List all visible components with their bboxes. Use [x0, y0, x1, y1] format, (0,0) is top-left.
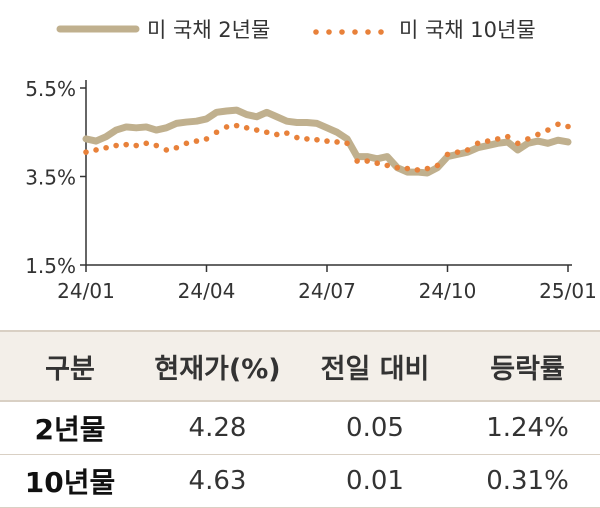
series-10yr-point: [123, 141, 129, 148]
legend: 미 국채 2년물 미 국채 10년물: [56, 18, 536, 42]
series-10yr-point: [103, 144, 109, 151]
series-10yr-point: [243, 125, 250, 131]
series-10yr-point: [133, 142, 140, 149]
series-10yr-point: [253, 127, 260, 133]
x-tick-label: 24/07: [298, 279, 356, 303]
series-10yr-point: [565, 123, 571, 130]
yield-table: 구분 현재가(%) 전일 대비 등락률 2년물 4.28 0.05 1.24% …: [0, 330, 600, 508]
axes: 5.5% 3.5% 1.5%24/01 24/04 24/07 24/10 25/01: [25, 77, 597, 303]
table-row: 2년물 4.28 0.05 1.24%: [0, 401, 600, 455]
x-tick-label: 24/01: [57, 279, 115, 303]
header-category: 구분: [0, 330, 140, 402]
series-2yr-line: [82, 106, 572, 177]
series-10yr-point: [374, 160, 381, 167]
series-10yr-point: [233, 122, 240, 129]
series-10yr-point: [474, 140, 481, 147]
series-10yr-point: [294, 134, 300, 141]
series-10yr-point: [545, 127, 551, 133]
series-10yr-point: [83, 149, 89, 155]
series-10yr-point: [384, 162, 391, 169]
series-10yr-point: [464, 147, 471, 153]
legend-swatch-10yr-dot: [339, 29, 345, 35]
series-10yr-point: [504, 133, 511, 140]
series-10yr-point: [284, 130, 290, 136]
y-tick-label: 5.5%: [25, 77, 76, 101]
plot-area: [82, 106, 572, 177]
series-10yr-point: [555, 121, 561, 128]
cell-current: 4.63: [140, 454, 295, 508]
header-current: 현재가(%): [140, 330, 295, 402]
x-tick-label: 24/10: [419, 279, 477, 303]
series-10yr-point: [525, 136, 531, 142]
series-10yr-point: [354, 158, 360, 164]
x-tick-label: 25/01: [539, 279, 597, 303]
series-10yr-point: [263, 129, 270, 136]
legend-swatch-10yr-dot: [352, 29, 358, 35]
series-10yr-point: [364, 158, 370, 164]
cell-change: 0.01: [295, 454, 455, 508]
legend-swatch-10yr-dot: [326, 29, 332, 35]
header-rate: 등락률: [455, 330, 600, 402]
legend-label-10yr: 미 국채 10년물: [399, 18, 536, 42]
header-change: 전일 대비: [295, 330, 455, 402]
legend-label-2yr: 미 국채 2년물: [147, 18, 270, 42]
series-10yr-point: [324, 138, 330, 144]
table-header-row: 구분 현재가(%) 전일 대비 등락률: [0, 330, 600, 402]
legend-swatch-10yr-dot: [365, 29, 371, 35]
series-10yr-point: [404, 165, 411, 172]
series-10yr-point: [334, 139, 340, 145]
cell-rate: 1.24%: [455, 401, 600, 455]
series-10yr-point: [344, 140, 350, 147]
legend-swatch-10yr-dot: [378, 29, 384, 35]
cell-rate: 0.31%: [455, 454, 600, 508]
series-10yr-point: [163, 147, 170, 153]
series-10yr-point: [484, 138, 491, 144]
series-10yr-point: [273, 131, 280, 138]
row-label: 2년물: [0, 401, 140, 455]
series-10yr-point: [394, 164, 401, 171]
series-10yr-point: [444, 151, 451, 158]
series-10yr-point: [314, 136, 320, 143]
series-10yr-point: [434, 162, 441, 169]
table-row: 10년물 4.63 0.01 0.31%: [0, 454, 600, 508]
series-10yr-point: [424, 165, 431, 172]
series-10yr-point: [304, 136, 310, 142]
series-10yr-point: [143, 140, 150, 147]
series-10yr-point: [414, 167, 421, 173]
y-tick-label: 1.5%: [25, 254, 76, 278]
series-10yr-point: [223, 124, 230, 130]
yield-chart: 미 국채 2년물 미 국채 10년물 5.5% 3.5% 1.5%24/01 24/04…: [25, 18, 597, 303]
series-10yr-point: [183, 140, 190, 147]
series-10yr-point: [113, 142, 119, 149]
series-10yr-point: [93, 147, 99, 153]
series-10yr-point: [494, 136, 501, 142]
x-tick-label: 24/04: [178, 279, 236, 303]
series-10yr-point: [514, 140, 521, 147]
series-10yr-point: [173, 144, 180, 151]
legend-swatch-10yr-dot: [313, 29, 319, 35]
series-10yr-point: [153, 142, 160, 149]
series-10yr-point: [535, 131, 541, 138]
series-10yr-point: [203, 136, 210, 142]
cell-change: 0.05: [295, 401, 455, 455]
series-10yr-point: [213, 129, 220, 136]
y-tick-label: 3.5%: [25, 166, 76, 190]
row-label: 10년물: [0, 454, 140, 508]
cell-current: 4.28: [140, 401, 295, 455]
series-10yr-point: [193, 138, 200, 144]
series-10yr-point: [454, 149, 461, 155]
